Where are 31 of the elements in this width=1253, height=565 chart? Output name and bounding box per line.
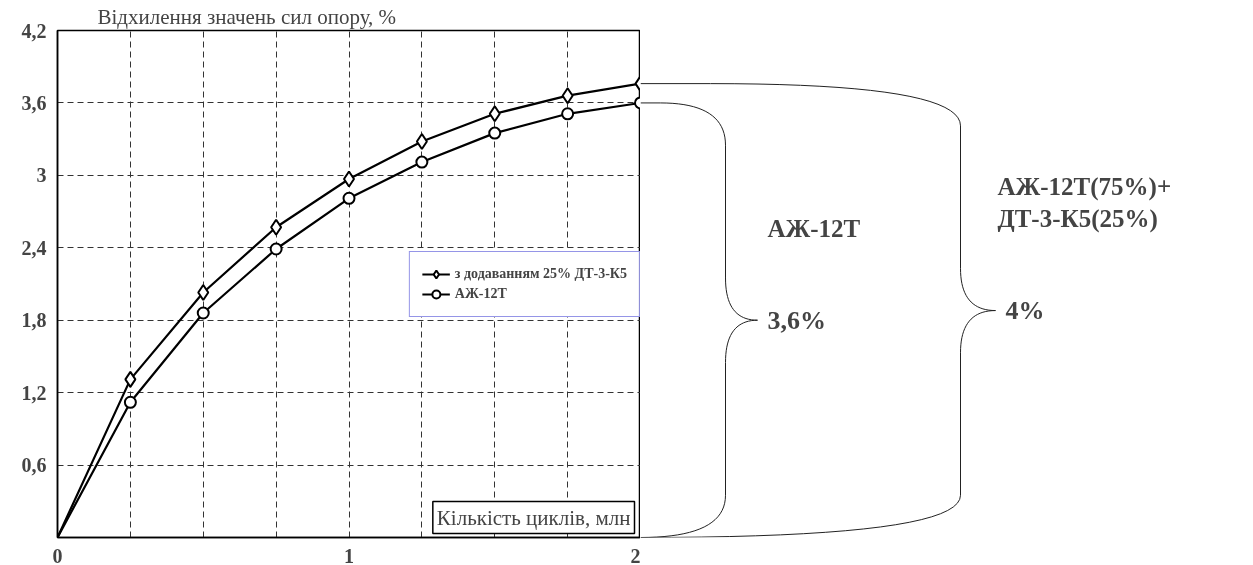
point (197, 283, 210, 301)
point (415, 155, 429, 169)
x-tick-label: 0 (52, 544, 63, 565)
point (415, 133, 428, 151)
x-tick-label: 2 (630, 544, 641, 565)
y-tick-label: 1,2 (21, 381, 47, 404)
y-tick-label: 3,6 (21, 91, 47, 114)
y-tick-label: 4,2 (21, 19, 47, 42)
point (124, 370, 137, 388)
legend-label: АЖ-12Т (454, 285, 507, 302)
legend-label: з додаванням 25% ДТ-3-К5 (454, 265, 627, 282)
x-axis-title: Кількість циклів, млн (436, 505, 631, 530)
y-axis-title: Відхилення значень сил опору, % (97, 4, 397, 29)
point (123, 395, 137, 409)
point (488, 105, 501, 123)
x-tick-label: 1 (344, 544, 354, 565)
point (196, 306, 210, 320)
y-tick-label: 2,4 (21, 236, 47, 259)
point (561, 87, 574, 105)
y-tick-label: 1,8 (21, 309, 47, 332)
point (561, 107, 575, 121)
y-tick-label: 0,6 (21, 454, 47, 477)
text: 3,6% (767, 305, 826, 335)
text: АЖ-12Т(75%)+ ДТ-3-К5(25%) (997, 172, 1172, 234)
text: АЖ-12Т (767, 214, 861, 242)
point (342, 191, 356, 205)
point (269, 242, 283, 256)
y-tick-label: 3 (36, 164, 47, 187)
point (270, 218, 283, 236)
point (488, 126, 502, 140)
text: 4% (1005, 296, 1045, 326)
